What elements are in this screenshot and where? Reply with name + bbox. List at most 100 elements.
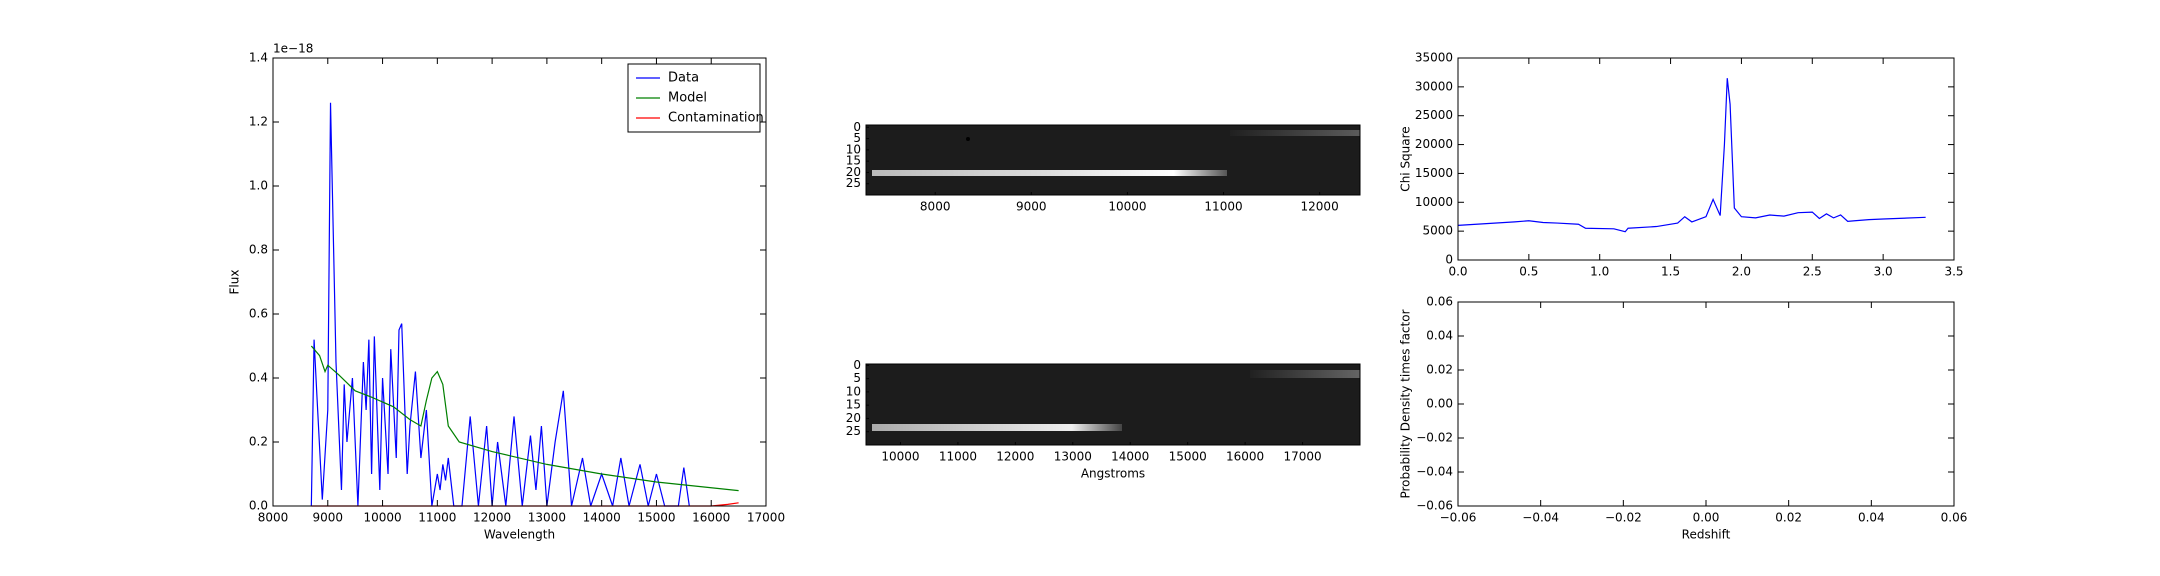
y-tick-label: 0.6 bbox=[249, 307, 268, 321]
axes-frame bbox=[1457, 57, 1955, 261]
y-tick-label: 1.0 bbox=[249, 179, 268, 193]
y-tick-label: −0.04 bbox=[1416, 465, 1453, 479]
y-tick-label: 0.8 bbox=[249, 243, 268, 257]
panel: 0.0 0.5 1.0 1.5 2.0 2.5 3.0 3.5 0 5000 10000 15000 2… bbox=[1399, 51, 1964, 279]
x-tick-label: 8000 bbox=[258, 511, 289, 525]
y-tick-label: 10000 bbox=[1415, 195, 1453, 209]
image-background bbox=[866, 125, 1360, 195]
y-tick-label: 20 bbox=[846, 165, 861, 179]
x-tick-label: −0.02 bbox=[1605, 511, 1642, 525]
x-tick-label: 14000 bbox=[1111, 450, 1149, 464]
axes-frame bbox=[865, 124, 1361, 196]
x-tick-label: 12000 bbox=[1301, 200, 1339, 214]
panel: −0.06 −0.04 −0.02 0.00 0.02 0.04 0.06 −0.06 −0.0… bbox=[1399, 295, 1968, 542]
y-tick-label: 35000 bbox=[1415, 51, 1453, 65]
y-tick-label: −0.02 bbox=[1416, 431, 1453, 445]
y-tick-label: 0.00 bbox=[1426, 397, 1453, 411]
x-tick-label: 8000 bbox=[920, 200, 951, 214]
x-tick-label: 9000 bbox=[1016, 200, 1047, 214]
axes-frame bbox=[272, 57, 767, 507]
x-tick-label: 0.5 bbox=[1519, 265, 1538, 279]
data-line bbox=[1457, 78, 1926, 233]
data-line bbox=[310, 102, 690, 507]
legend-label: Model bbox=[668, 91, 707, 106]
x-tick-label: 15000 bbox=[637, 511, 675, 525]
x-tick-label: 0.04 bbox=[1858, 511, 1885, 525]
y-tick-label: 15 bbox=[846, 398, 861, 412]
x-tick-label: 0.0 bbox=[1448, 265, 1467, 279]
image-spot bbox=[966, 137, 970, 141]
x-tick-label: 15000 bbox=[1169, 450, 1207, 464]
x-tick-label: 13000 bbox=[528, 511, 566, 525]
y-tick-label: 15 bbox=[846, 154, 861, 168]
image-streak bbox=[1230, 130, 1360, 136]
x-tick-label: 2.0 bbox=[1732, 265, 1751, 279]
x-tick-label: 1.5 bbox=[1661, 265, 1680, 279]
y-tick-label: 20000 bbox=[1415, 137, 1453, 151]
y-tick-label: 5000 bbox=[1422, 224, 1453, 238]
y-tick-label: 30000 bbox=[1415, 79, 1453, 93]
y-tick-label: 0.0 bbox=[249, 499, 268, 513]
y-tick-label: 25000 bbox=[1415, 108, 1453, 122]
y-tick-label: 0.4 bbox=[249, 371, 268, 385]
x-tick-label: 0.02 bbox=[1775, 511, 1802, 525]
x-axis-label: Angstroms bbox=[1081, 467, 1145, 481]
x-axis-label: Redshift bbox=[1682, 528, 1731, 542]
x-tick-label: 3.0 bbox=[1874, 265, 1893, 279]
x-tick-label: 3.5 bbox=[1944, 265, 1963, 279]
y-tick-label: 25 bbox=[846, 424, 861, 438]
x-tick-label: 16000 bbox=[1226, 450, 1264, 464]
y-tick-label: 5 bbox=[853, 131, 861, 145]
y-axis-label: Probability Density times factor bbox=[1399, 309, 1413, 498]
y-tick-label: 0.06 bbox=[1426, 295, 1453, 309]
y-tick-label: 5 bbox=[853, 371, 861, 385]
x-tick-label: 10000 bbox=[1108, 200, 1146, 214]
y-axis-label: Flux bbox=[228, 270, 242, 295]
x-tick-label: 12000 bbox=[473, 511, 511, 525]
offset-text: 1e−18 bbox=[273, 42, 313, 56]
x-tick-label: 12000 bbox=[996, 450, 1034, 464]
x-tick-label: 14000 bbox=[583, 511, 621, 525]
y-tick-label: 20 bbox=[846, 411, 861, 425]
y-tick-label: 10 bbox=[846, 142, 861, 156]
y-tick-label: −0.06 bbox=[1416, 499, 1453, 513]
x-tick-label: 10000 bbox=[881, 450, 919, 464]
legend-label: Data bbox=[668, 71, 699, 86]
y-tick-label: 1.2 bbox=[249, 115, 268, 129]
x-tick-label: −0.04 bbox=[1522, 511, 1559, 525]
y-axis-label: Chi Square bbox=[1399, 126, 1413, 191]
data-line bbox=[310, 345, 739, 492]
image-streak bbox=[872, 424, 1122, 431]
y-tick-label: 15000 bbox=[1415, 166, 1453, 180]
axes-frame bbox=[865, 363, 1361, 446]
y-tick-label: 0 bbox=[853, 358, 861, 372]
y-tick-label: 1.4 bbox=[249, 51, 268, 65]
x-tick-label: 2.5 bbox=[1803, 265, 1822, 279]
x-tick-label: 10000 bbox=[363, 511, 401, 525]
x-tick-label: 9000 bbox=[313, 511, 344, 525]
x-tick-label: 11000 bbox=[939, 450, 977, 464]
legend-label: Contamination bbox=[668, 111, 764, 126]
image-streak bbox=[1250, 370, 1360, 378]
image-streak bbox=[872, 170, 1227, 176]
x-tick-label: 11000 bbox=[1204, 200, 1242, 214]
x-tick-label: 11000 bbox=[418, 511, 456, 525]
panel: 10000 11000 12000 13000 14000 15000 16000 17000… bbox=[846, 358, 1361, 481]
x-tick-label: 0.06 bbox=[1941, 511, 1968, 525]
y-tick-label: 0.04 bbox=[1426, 329, 1453, 343]
y-tick-label: 10 bbox=[846, 384, 861, 398]
panel: 8000 9000 10000 11000 12000 13000 14000 15000 16… bbox=[228, 42, 786, 542]
spectrum-image-1 bbox=[866, 125, 1360, 195]
y-tick-label: 0 bbox=[1445, 253, 1453, 267]
y-tick-label: 0.02 bbox=[1426, 363, 1453, 377]
x-tick-label: 16000 bbox=[692, 511, 730, 525]
x-axis-label: Wavelength bbox=[484, 528, 555, 542]
x-tick-label: 13000 bbox=[1054, 450, 1092, 464]
x-tick-label: 0.00 bbox=[1693, 511, 1720, 525]
y-tick-label: 0.2 bbox=[249, 435, 268, 449]
y-tick-label: 25 bbox=[846, 176, 861, 190]
y-tick-label: 0 bbox=[853, 120, 861, 134]
